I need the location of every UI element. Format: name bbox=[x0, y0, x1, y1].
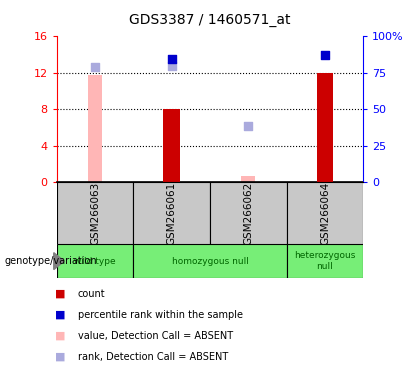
Point bbox=[168, 63, 175, 69]
Polygon shape bbox=[54, 253, 64, 270]
Text: GSM266061: GSM266061 bbox=[167, 182, 177, 245]
Text: ■: ■ bbox=[55, 331, 65, 341]
Text: GSM266062: GSM266062 bbox=[243, 182, 253, 245]
Bar bbox=[317, 73, 333, 182]
Bar bbox=[210, 182, 286, 244]
Text: value, Detection Call = ABSENT: value, Detection Call = ABSENT bbox=[78, 331, 233, 341]
Text: heterozygous
null: heterozygous null bbox=[294, 252, 356, 271]
Text: rank, Detection Call = ABSENT: rank, Detection Call = ABSENT bbox=[78, 352, 228, 362]
Bar bbox=[57, 244, 134, 278]
Point bbox=[322, 52, 328, 58]
Bar bbox=[163, 109, 180, 182]
Text: ■: ■ bbox=[55, 310, 65, 320]
Point bbox=[168, 56, 175, 62]
Text: GSM266063: GSM266063 bbox=[90, 182, 100, 245]
Bar bbox=[88, 75, 102, 182]
Text: GDS3387 / 1460571_at: GDS3387 / 1460571_at bbox=[129, 13, 291, 27]
Bar bbox=[241, 176, 255, 182]
Text: ■: ■ bbox=[55, 352, 65, 362]
Bar bbox=[134, 182, 210, 244]
Bar bbox=[57, 182, 134, 244]
Text: homozygous null: homozygous null bbox=[171, 257, 249, 266]
Bar bbox=[134, 244, 287, 278]
Point bbox=[92, 63, 98, 70]
Text: GSM266064: GSM266064 bbox=[320, 182, 330, 245]
Bar bbox=[286, 244, 363, 278]
Text: percentile rank within the sample: percentile rank within the sample bbox=[78, 310, 243, 320]
Text: ■: ■ bbox=[55, 289, 65, 299]
Text: genotype/variation: genotype/variation bbox=[4, 256, 97, 266]
Point bbox=[245, 123, 252, 129]
Bar bbox=[286, 182, 363, 244]
Text: count: count bbox=[78, 289, 105, 299]
Text: wild type: wild type bbox=[74, 257, 116, 266]
